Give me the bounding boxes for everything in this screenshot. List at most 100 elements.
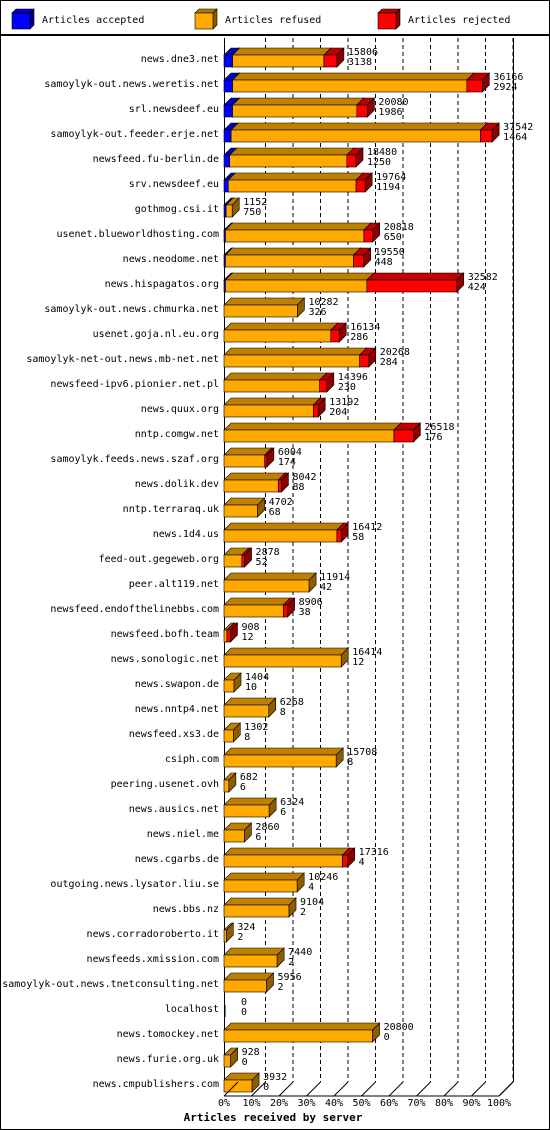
data-label-total: 8906 <box>299 597 323 608</box>
bar-refused <box>224 272 375 293</box>
bar-refused-top <box>223 872 305 881</box>
bar-refused-front <box>223 579 310 593</box>
data-label-total: 908 <box>241 622 259 633</box>
row-label: feed-out.gegeweb.org <box>99 554 219 565</box>
grid-lines <box>265 38 514 1082</box>
data-label-total: 26518 <box>424 422 454 433</box>
data-label-rejected: 230 <box>338 382 356 393</box>
bar-refused-top <box>223 447 273 456</box>
row-label: news.cgarbs.de <box>135 854 219 865</box>
bar-accepted-front <box>223 204 227 218</box>
bar-rejected-side <box>367 97 375 118</box>
bar-refused-top <box>224 272 375 281</box>
bar-rejected-front <box>356 104 368 118</box>
data-label-total: 15708 <box>347 747 377 758</box>
data-label-rejected: 448 <box>375 257 393 268</box>
bar-refused-top <box>223 397 322 406</box>
bar-refused-top <box>223 647 349 656</box>
data-label-rejected: 6 <box>280 807 286 818</box>
bar-rejected-front <box>319 379 328 393</box>
data-label-rejected: 2924 <box>493 82 517 93</box>
legend-swatch-side <box>212 8 218 30</box>
row-label: newsfeed.fu-berlin.de <box>93 154 219 165</box>
data-label-rejected: 68 <box>269 507 281 518</box>
bar-refused <box>224 247 362 268</box>
bar-rejected-side <box>363 247 371 268</box>
bar-refused-front <box>223 429 395 443</box>
bar-refused <box>223 822 253 843</box>
bar-refused <box>225 197 240 218</box>
row-label: news.furie.org.uk <box>117 1054 219 1065</box>
bar-refused-side <box>335 747 344 768</box>
bar-refused <box>223 497 266 518</box>
data-label-total: 15806 <box>348 47 378 58</box>
bar-refused <box>223 722 242 743</box>
data-label-total: 3932 <box>263 1072 287 1083</box>
bar-refused <box>228 147 355 168</box>
bar-refused-front <box>223 504 258 518</box>
bar-refused <box>223 972 275 993</box>
bar-refused-side <box>308 572 317 593</box>
x-tick-label: 100% <box>487 1098 511 1109</box>
bar-rejected-front <box>393 429 414 443</box>
x-axis: 0% 10% 20% 30% 40% 50% 60% 70% 80% 90% 100% <box>218 1081 514 1109</box>
x-tick-label: 80% <box>435 1098 453 1109</box>
data-label-rejected: 12 <box>352 657 364 668</box>
bar-refused-side <box>251 1072 260 1093</box>
bar-rejected <box>352 247 372 268</box>
bar-refused-front <box>223 954 278 968</box>
bar-rejected <box>356 97 376 118</box>
bar-rejected <box>363 222 381 243</box>
bar-refused-side <box>230 1047 238 1068</box>
bar-refused-front <box>223 629 228 643</box>
data-label-rejected: 0 <box>241 1007 247 1018</box>
x-tick-label: 10% <box>242 1098 260 1109</box>
bar-refused-side <box>244 822 252 843</box>
bar-refused-top <box>224 247 362 256</box>
bar-refused-front <box>225 279 368 293</box>
bar-refused-front <box>223 829 245 843</box>
legend-label: Articles rejected <box>408 15 510 26</box>
row-label: news.cmpublishers.com <box>93 1079 219 1090</box>
bar-refused-side <box>266 972 274 993</box>
bar-refused-front <box>230 129 481 143</box>
bar-refused <box>223 847 351 868</box>
bar-rejected-side <box>355 147 364 168</box>
bar-refused-top <box>223 897 297 906</box>
bar-rejected-side <box>281 472 289 493</box>
bar-refused-front <box>223 904 290 918</box>
row-label: newsfeeds.xmission.com <box>87 954 219 965</box>
bar-refused <box>223 647 349 668</box>
data-label-rejected: 204 <box>329 407 347 418</box>
data-label-total: 17316 <box>359 847 389 858</box>
bar-rejected <box>336 522 349 543</box>
data-label-total: 1152 <box>243 197 267 208</box>
bar-refused <box>223 297 306 318</box>
bar-rejected-side <box>230 622 238 643</box>
row-label: srv.newsdeef.eu <box>129 179 219 190</box>
bar-refused-front <box>223 1054 231 1068</box>
row-label: samoylyk-out.feeder.erje.net <box>50 129 219 140</box>
bar-rejected-side <box>340 522 349 543</box>
bar-rejected-front <box>366 279 458 293</box>
data-label-total: 1404 <box>245 672 269 683</box>
data-label-total: 20080 <box>378 97 408 108</box>
data-label-rejected: 88 <box>292 482 304 493</box>
bar-refused-front <box>223 1029 373 1043</box>
bar-refused-front <box>223 879 298 893</box>
data-label-rejected: 8 <box>347 757 353 768</box>
bar-refused <box>223 472 287 493</box>
bar-rejected-side <box>336 47 345 68</box>
row-label: news.ausics.net <box>129 804 219 815</box>
bar-refused-side <box>226 922 234 943</box>
data-label-rejected: 1250 <box>367 157 391 168</box>
data-label-total: 8042 <box>292 472 316 483</box>
bar-rejected <box>318 372 335 393</box>
bar-accepted-front <box>223 79 233 93</box>
row-label: newsfeed-ipv6.pionier.net.pl <box>50 379 219 390</box>
x-axis-depth-line <box>498 1081 514 1097</box>
bar-refused <box>231 47 332 68</box>
data-label-rejected: 176 <box>424 432 442 443</box>
bar-refused-front <box>223 854 343 868</box>
